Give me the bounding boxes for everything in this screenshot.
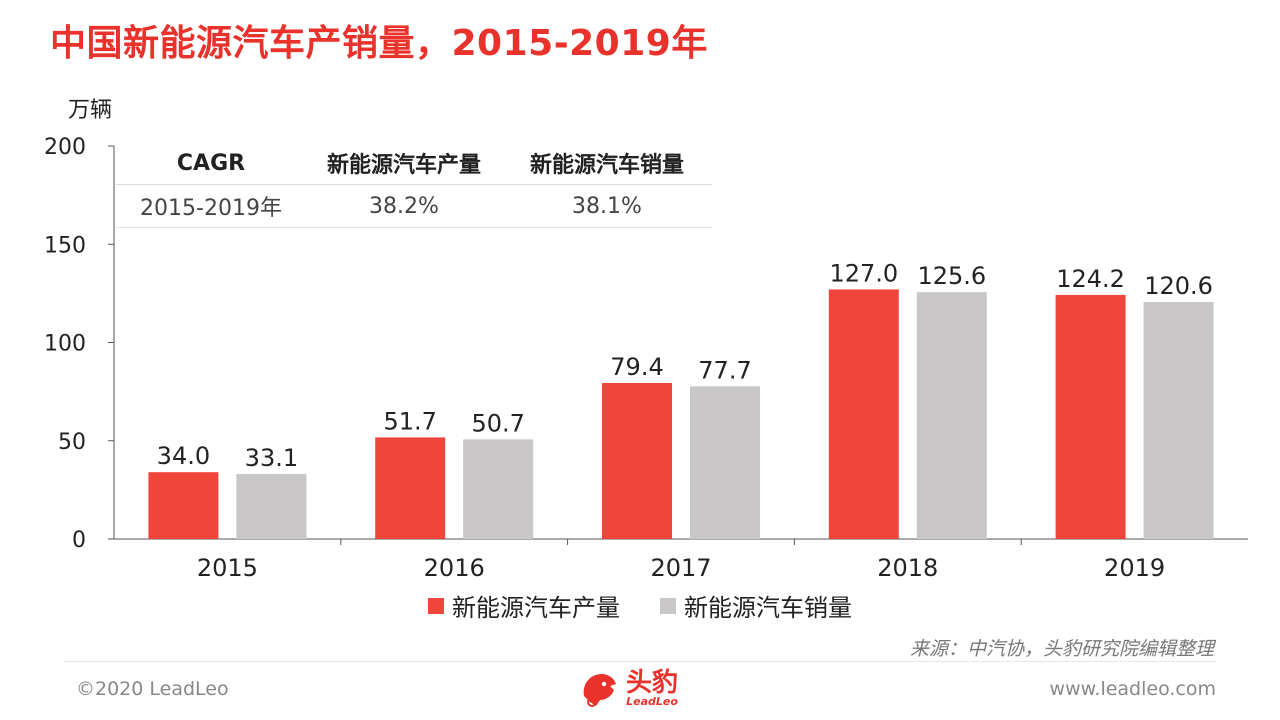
bar-production	[828, 289, 899, 539]
bar-sales	[463, 439, 534, 539]
legend-item-sales: 新能源汽车销量	[660, 588, 852, 623]
y-axis-unit-label: 万辆	[68, 98, 113, 123]
x-tick-label: 2015	[197, 554, 258, 582]
footer-divider	[64, 661, 1216, 662]
source-note: 来源：中汽协，头豹研究院编辑整理	[909, 638, 1214, 660]
logo-subname: LeadLeo	[626, 694, 678, 708]
legend-item-production: 新能源汽车产量	[428, 588, 620, 623]
legend-label-sales: 新能源汽车销量	[684, 594, 852, 622]
data-label-sales: 120.6	[1144, 272, 1213, 300]
x-tick-label: 2019	[1104, 554, 1165, 582]
cagr-header-sales: 新能源汽车销量	[529, 153, 684, 178]
y-tick-label: 100	[44, 332, 86, 357]
cagr-header-label: CAGR	[176, 150, 246, 176]
bar-production	[375, 437, 446, 539]
cagr-table-header: CAGR 新能源汽车产量 新能源汽车销量	[116, 142, 712, 185]
page-title: 中国新能源汽车产销量，2015-2019年	[50, 23, 708, 64]
data-label-sales: 33.1	[245, 444, 298, 472]
cagr-sales-value: 38.1%	[572, 193, 642, 219]
leadleo-logo: 头豹 LeadLeo	[578, 666, 678, 710]
cagr-period: 2015-2019年	[140, 196, 282, 221]
website-link[interactable]: www.leadleo.com	[1049, 678, 1216, 700]
bar-sales	[236, 473, 307, 539]
data-label-production: 127.0	[829, 259, 898, 287]
bar-sales	[1143, 302, 1214, 539]
cagr-header-production: 新能源汽车产量	[326, 153, 481, 178]
data-label-production: 124.2	[1056, 265, 1125, 293]
y-tick-label: 0	[72, 528, 86, 553]
logo-name: 头豹	[626, 667, 679, 698]
bar-production	[1055, 294, 1126, 539]
y-tick-label: 50	[58, 430, 86, 455]
data-label-production: 79.4	[610, 353, 663, 381]
data-label-production: 34.0	[157, 442, 210, 470]
data-label-sales: 77.7	[698, 356, 751, 384]
bar-production	[148, 472, 219, 539]
data-label-sales: 50.7	[471, 409, 524, 437]
leopard-head-icon	[583, 674, 616, 707]
y-tick-label: 200	[44, 135, 86, 160]
bar-sales	[916, 292, 987, 539]
cagr-table-row: 2015-2019年 38.2% 38.1%	[116, 185, 712, 228]
x-tick-label: 2017	[650, 554, 711, 582]
bar-production	[602, 382, 672, 539]
bar-sales	[690, 386, 760, 539]
x-tick-label: 2016	[424, 554, 485, 582]
data-label-sales: 125.6	[917, 262, 986, 290]
legend-swatch-production	[428, 597, 444, 614]
legend-label-production: 新能源汽车产量	[452, 594, 620, 622]
copyright-text: ©2020 LeadLeo	[76, 678, 229, 700]
legend-swatch-sales	[660, 597, 676, 614]
y-tick-label: 150	[44, 233, 86, 258]
chart-legend: 新能源汽车产量 新能源汽车销量	[0, 588, 1280, 623]
data-label-production: 51.7	[383, 407, 436, 435]
cagr-table: CAGR 新能源汽车产量 新能源汽车销量 2015-2019年 38.2% 38…	[116, 142, 712, 228]
cagr-production-value: 38.2%	[369, 193, 439, 219]
x-tick-label: 2018	[877, 554, 938, 582]
